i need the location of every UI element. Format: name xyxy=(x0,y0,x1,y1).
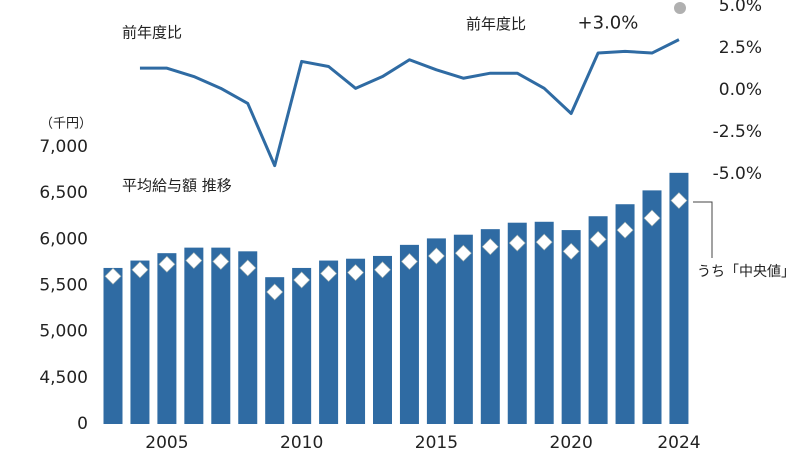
median-marker xyxy=(427,247,445,265)
median-marker xyxy=(185,252,203,269)
bar xyxy=(265,277,285,424)
y2-tick-label: 2.5% xyxy=(719,38,762,58)
bar xyxy=(588,216,608,424)
median-marker xyxy=(481,238,499,256)
bar xyxy=(238,251,258,424)
median-marker xyxy=(535,233,553,251)
median-marker xyxy=(616,221,634,239)
median-marker xyxy=(374,261,391,279)
bar xyxy=(399,244,419,424)
y-label: （千円） xyxy=(40,117,92,132)
median-marker xyxy=(670,192,688,209)
bar xyxy=(480,229,500,424)
median-marker xyxy=(320,265,338,282)
x-tick-label: 2015 xyxy=(415,433,458,453)
bar xyxy=(346,258,366,424)
median-marker xyxy=(562,242,580,260)
y-tick-label: 6,500 xyxy=(39,183,88,203)
median-marker xyxy=(589,230,607,248)
y2-tick-label: -5.0% xyxy=(713,164,762,184)
median-marker xyxy=(508,234,526,252)
y-tick-label: 4,500 xyxy=(39,368,88,388)
value-label: +3.0% xyxy=(578,13,639,34)
bar xyxy=(211,247,231,424)
bar xyxy=(103,267,123,424)
x-tick-label: 2024 xyxy=(657,433,700,453)
bar xyxy=(669,172,689,424)
median-marker xyxy=(239,259,257,277)
line xyxy=(139,38,680,168)
median-marker xyxy=(212,253,230,270)
x-tick-label: 2005 xyxy=(145,433,188,453)
y-tick-label: 7,000 xyxy=(39,137,88,157)
bar xyxy=(373,255,392,424)
bar xyxy=(130,260,150,424)
median-marker xyxy=(158,255,176,273)
median-marker xyxy=(347,264,364,281)
median-marker xyxy=(454,244,472,262)
bar xyxy=(157,253,177,424)
median-marker xyxy=(293,271,311,289)
y2-tick-label: 0.0% xyxy=(719,80,762,100)
y-tick-label: 5,500 xyxy=(39,275,88,295)
bar xyxy=(507,222,527,424)
bar xyxy=(426,238,446,424)
bar xyxy=(642,190,662,424)
y2-tick-label: 5.0% xyxy=(719,0,762,16)
marker-dot xyxy=(674,2,686,14)
median-marker xyxy=(643,209,661,227)
x-tick-label: 2010 xyxy=(280,433,323,453)
y-tick-label: 5,000 xyxy=(39,322,88,342)
bar xyxy=(453,234,473,424)
bar-title: 平均給与額 推移 xyxy=(122,177,232,195)
median-marker xyxy=(131,261,149,279)
y-tick-label: 6,000 xyxy=(39,229,88,249)
median-marker xyxy=(104,267,122,285)
bar xyxy=(292,267,312,424)
x-tick-label: 2020 xyxy=(550,433,593,453)
bar xyxy=(561,230,581,424)
bar xyxy=(615,204,635,424)
bar xyxy=(534,221,554,424)
median-marker xyxy=(401,253,418,270)
series-name: 前年度比 xyxy=(466,15,526,33)
median-marker xyxy=(266,283,284,301)
connector xyxy=(693,201,713,258)
line-title: 前年度比 xyxy=(122,24,182,42)
bar xyxy=(319,260,339,424)
bar xyxy=(184,247,204,424)
median-label: うち「中央値」 xyxy=(697,264,795,280)
y-tick-label: 0 xyxy=(77,414,88,434)
y2-tick-label: -2.5% xyxy=(713,122,762,142)
